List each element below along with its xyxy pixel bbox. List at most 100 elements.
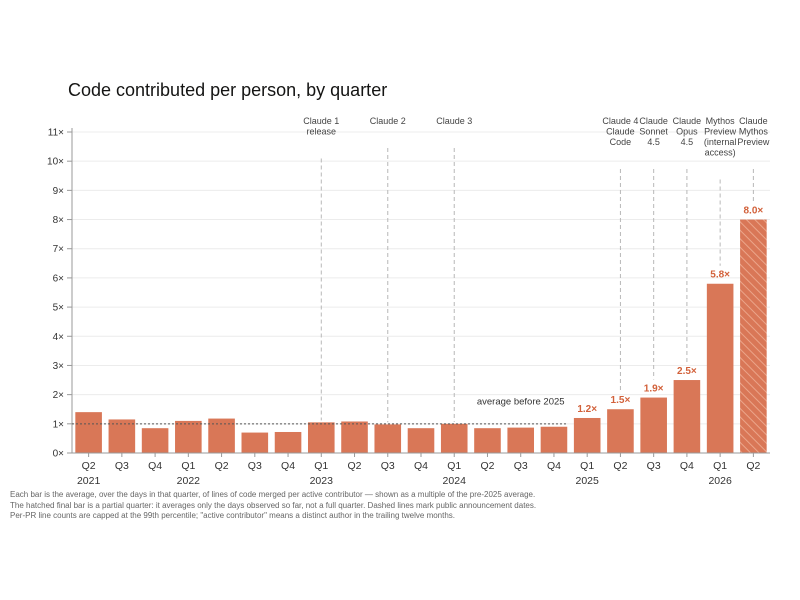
annotation-label: Opus xyxy=(676,127,698,137)
annotation-label: Preview xyxy=(704,127,737,137)
annotation-label: Claude xyxy=(639,116,668,126)
x-year-label: 2022 xyxy=(177,475,201,487)
bar xyxy=(374,424,402,453)
gridlines xyxy=(72,131,770,425)
annotation-label: 4.5 xyxy=(647,137,660,147)
annotation-label: Claude xyxy=(739,116,768,126)
y-tick-label: 5× xyxy=(53,303,65,314)
x-axis: Q2 Q3 Q4 Q1 Q2 Q3 Q4 Q1 Q2 Q3 Q4 Q1 Q2 Q3 Q4 Q1 Q2 Q3 Q4 Q1… xyxy=(72,452,770,487)
bars xyxy=(75,219,767,453)
x-tick-label: Q3 xyxy=(647,460,661,472)
x-tick-label: Q3 xyxy=(248,460,262,472)
y-tick-label: 3× xyxy=(53,361,65,372)
x-tick-label: Q1 xyxy=(447,460,461,472)
bar xyxy=(75,412,102,453)
x-tick-label: Q1 xyxy=(181,460,195,472)
baseline-average: average before 2025 xyxy=(72,396,568,425)
annotation-label: release xyxy=(307,127,337,137)
annotation-label: Mythos xyxy=(706,116,736,126)
bar xyxy=(474,428,501,453)
footnote-line: The hatched final bar is a partial quart… xyxy=(10,500,537,510)
annotation-label: Claude xyxy=(673,116,702,126)
footnote-line: Per-PR line counts are capped at the 99t… xyxy=(10,511,456,520)
x-tick-label: Q4 xyxy=(281,460,295,472)
bar xyxy=(274,431,302,453)
value-label: 2.5× xyxy=(677,366,697,377)
bar-partial-quarter xyxy=(740,219,767,453)
x-year-label: 2023 xyxy=(310,475,334,487)
x-tick-label: Q2 xyxy=(348,460,362,472)
annotation-label: Claude 2 xyxy=(370,116,406,126)
bar xyxy=(607,409,634,453)
bar xyxy=(573,417,601,453)
x-tick-label: Q2 xyxy=(215,460,229,472)
annotation-label: Claude 4 xyxy=(602,116,638,126)
x-tick-label: Q3 xyxy=(514,460,528,472)
y-tick-label: 6× xyxy=(53,273,65,284)
annotation-label: Claude 1 xyxy=(303,116,339,126)
y-tick-label: 9× xyxy=(53,186,65,197)
value-label: 1.5× xyxy=(611,395,631,406)
bar xyxy=(440,423,468,453)
annotation-lines xyxy=(320,148,754,423)
y-tick-label: 2× xyxy=(53,390,65,401)
annotation-label: Claude xyxy=(606,127,635,137)
bar xyxy=(407,428,435,453)
y-tick-label: 10× xyxy=(47,157,64,168)
y-tick-label: 8× xyxy=(53,215,65,226)
x-tick-label: Q2 xyxy=(82,460,96,472)
footnote: Each bar is the average, over the days i… xyxy=(10,490,690,522)
bar xyxy=(540,426,568,453)
chart-title: Code contributed per person, by quarter xyxy=(68,80,388,100)
x-year-label: 2025 xyxy=(576,475,600,487)
bar xyxy=(175,420,202,453)
annotation-label: Sonnet xyxy=(639,127,668,137)
y-tick-label: 7× xyxy=(53,244,65,255)
x-tick-label: Q4 xyxy=(148,460,162,472)
bar xyxy=(241,432,269,453)
baseline-label: average before 2025 xyxy=(477,396,565,407)
x-tick-label: Q1 xyxy=(580,460,594,472)
y-tick-label: 1× xyxy=(53,419,65,430)
bar xyxy=(141,428,169,453)
value-label: 5.8× xyxy=(710,270,730,281)
annotation-label: Claude 3 xyxy=(436,116,472,126)
x-tick-label: Q3 xyxy=(115,460,129,472)
bar xyxy=(640,397,667,453)
value-labels: 1.2× 1.5× 1.9× 2.5× 5.8× 8.0× xyxy=(577,206,763,415)
bar xyxy=(673,380,701,453)
x-tick-label: Q4 xyxy=(680,460,694,472)
bar xyxy=(307,422,335,453)
y-axis: 0× 1× 2× 3× 4× 5× 6× 7× 8× 9× 10× 11× xyxy=(47,128,73,460)
annotation-label: Code xyxy=(610,137,632,147)
x-tick-label: Q3 xyxy=(381,460,395,472)
bar xyxy=(108,419,136,453)
y-tick-label: 0× xyxy=(53,449,65,460)
value-label: 1.2× xyxy=(577,404,597,415)
footnote-line: Each bar is the average, over the days i… xyxy=(10,490,536,499)
x-tick-label: Q4 xyxy=(547,460,561,472)
x-tick-label: Q2 xyxy=(613,460,627,472)
bar xyxy=(341,421,368,453)
value-label: 1.9× xyxy=(644,384,664,395)
x-year-label: 2021 xyxy=(77,475,101,487)
x-tick-label: Q2 xyxy=(480,460,494,472)
x-year-label: 2024 xyxy=(443,475,467,487)
x-year-label: 2026 xyxy=(708,475,732,487)
annotation-label: Mythos xyxy=(739,127,769,137)
y-tick-label: 4× xyxy=(53,332,65,343)
annotation-label: access) xyxy=(705,148,736,158)
y-tick-label: 11× xyxy=(48,128,64,139)
annotation-label: Preview xyxy=(737,137,770,147)
value-label: 8.0× xyxy=(744,206,764,217)
bar xyxy=(507,427,535,453)
x-tick-label: Q4 xyxy=(414,460,428,472)
annotation-label: 4.5 xyxy=(681,137,694,147)
x-tick-label: Q1 xyxy=(314,460,328,472)
bar xyxy=(706,283,734,453)
x-tick-label: Q1 xyxy=(713,460,727,472)
x-tick-label: Q2 xyxy=(746,460,760,472)
annotation-label: (internal xyxy=(704,137,737,147)
